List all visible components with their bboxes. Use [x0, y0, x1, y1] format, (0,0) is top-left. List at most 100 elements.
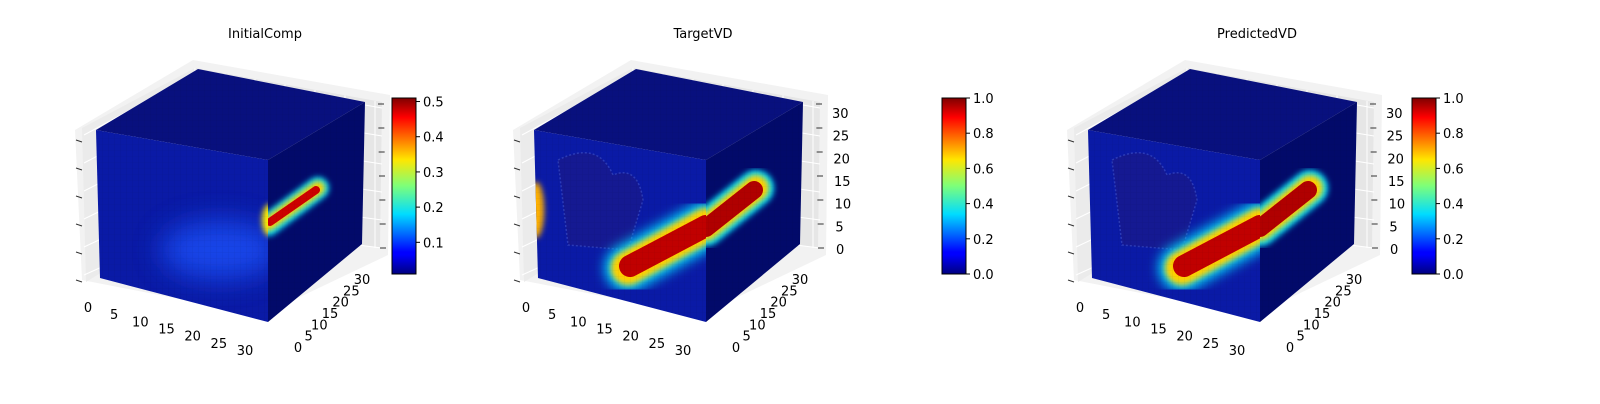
z-tick-label: 15 [834, 175, 851, 190]
z-tick-label: 20 [833, 152, 850, 167]
x-tick-label: 0 [84, 301, 92, 316]
y-tick-label: 20 [770, 296, 787, 311]
y-tick-label: 0 [1286, 341, 1294, 356]
colorbar-tick-label: 0.6 [973, 162, 994, 177]
left-axis-tick [1067, 195, 1075, 199]
x-tick-label: 25 [1203, 337, 1220, 352]
left-axis-tick [75, 251, 83, 255]
x-tick-label: 25 [211, 337, 228, 352]
z-tick-label: 25 [833, 130, 850, 145]
left-axis-tick [75, 279, 83, 283]
colorbar-gradient [1411, 97, 1437, 275]
colorbar-tick-label: 0.0 [973, 268, 994, 283]
voxel-grid-front [1088, 130, 1260, 322]
left-axis-tick [75, 223, 83, 227]
x-tick-label: 10 [570, 315, 587, 330]
x-tick-label: 5 [110, 308, 118, 323]
colorbar-tick-label: 0.6 [1443, 162, 1464, 177]
y-tick-label: 30 [792, 273, 809, 288]
z-tick-label: 5 [1389, 220, 1397, 235]
colorbar-2: 0.0 0.2 0.4 0.6 0.8 1.0 [941, 92, 994, 283]
left-axis-tick [1067, 251, 1075, 255]
colorbar-tick-label: 0.1 [423, 236, 444, 251]
colorbar-tick-label: 0.4 [973, 198, 994, 213]
colorbar-tick-label: 0.2 [423, 201, 444, 216]
colorbar-tick-label: 0.8 [1443, 127, 1464, 142]
colorbar-tick-label: 1.0 [973, 92, 994, 107]
left-axis-tick [75, 195, 83, 199]
x-tick-label: 30 [675, 344, 692, 359]
z-tick-label: 30 [1386, 107, 1403, 122]
colorbar-tick-label: 0.0 [1443, 268, 1464, 283]
left-axis-tick [75, 139, 83, 143]
y-tick-label: 0 [294, 341, 302, 356]
left-axis-tick [1067, 223, 1075, 227]
y-tick-label: 5 [1297, 330, 1305, 345]
y-tick-label: 15 [1314, 307, 1331, 322]
colorbar-tick-label: 0.5 [423, 96, 444, 111]
colorbar-tick-label: 0.4 [1443, 198, 1464, 213]
y-tick-label: 10 [311, 318, 328, 333]
y-tick-label: 15 [322, 307, 339, 322]
colorbar-3: 0.0 0.2 0.4 0.6 0.8 1.0 [1411, 92, 1464, 283]
colorbar-tick-label: 0.3 [423, 166, 444, 181]
left-axis-tick [513, 139, 521, 143]
x-tick-label: 20 [184, 330, 201, 345]
x-tick-label: 20 [622, 330, 639, 345]
colorbar-1: 0.1 0.2 0.3 0.4 0.5 [391, 96, 444, 275]
y-tick-label: 30 [1346, 273, 1363, 288]
x-tick-label: 15 [1150, 323, 1167, 338]
left-axis-tick [513, 251, 521, 255]
x-tick-label: 15 [158, 323, 175, 338]
y-tick-label: 25 [343, 284, 360, 299]
panel-title: InitialComp [228, 27, 302, 42]
z-tick-label: 5 [835, 220, 843, 235]
colorbar-gradient [391, 97, 417, 275]
x-tick-label: 10 [1124, 315, 1141, 330]
z-tick-label: 10 [835, 198, 852, 213]
z-tick-label: 0 [836, 243, 844, 258]
y-tick-label: 10 [1303, 318, 1320, 333]
voxel-grid-front [534, 130, 706, 322]
z-tick-label: 30 [832, 107, 849, 122]
y-tick-label: 30 [354, 273, 371, 288]
y-tick-label: 10 [749, 318, 766, 333]
x-tick-label: 5 [548, 308, 556, 323]
left-axis-tick [513, 167, 521, 171]
x-tick-label: 30 [1229, 344, 1246, 359]
x-tick-label: 5 [1102, 308, 1110, 323]
voxel-grid-top [534, 69, 803, 160]
z-tick-label: 20 [1387, 152, 1404, 167]
x-tick-label: 10 [132, 315, 149, 330]
colorbar-tick-label: 0.2 [973, 233, 994, 248]
voxel-grid-top [96, 69, 365, 160]
left-axis-tick [1067, 167, 1075, 171]
x-tick-label: 15 [596, 323, 613, 338]
y-tick-label: 25 [1335, 284, 1352, 299]
y-tick-label: 20 [1324, 296, 1341, 311]
colorbar-tick-label: 0.4 [423, 131, 444, 146]
voxel-grid-right [268, 102, 365, 322]
z-tick-label: 10 [1389, 198, 1406, 213]
colorbar-tick-label: 0.2 [1443, 233, 1464, 248]
left-axis-tick [513, 279, 521, 283]
x-tick-label: 0 [1076, 301, 1084, 316]
colorbar-tick-label: 0.8 [973, 127, 994, 142]
y-tick-label: 0 [732, 341, 740, 356]
voxel-grid-right [1260, 102, 1357, 322]
panel-title: PredictedVD [1217, 27, 1297, 42]
y-tick-label: 5 [305, 330, 313, 345]
z-tick-label: 25 [1387, 130, 1404, 145]
left-axis-tick [1067, 139, 1075, 143]
y-tick-label: 5 [743, 330, 751, 345]
y-tick-label: 25 [781, 284, 798, 299]
x-tick-label: 0 [522, 301, 530, 316]
left-axis-tick [75, 167, 83, 171]
voxel-grid-front [96, 130, 268, 322]
y-tick-label: 15 [760, 307, 777, 322]
x-tick-label: 20 [1176, 330, 1193, 345]
